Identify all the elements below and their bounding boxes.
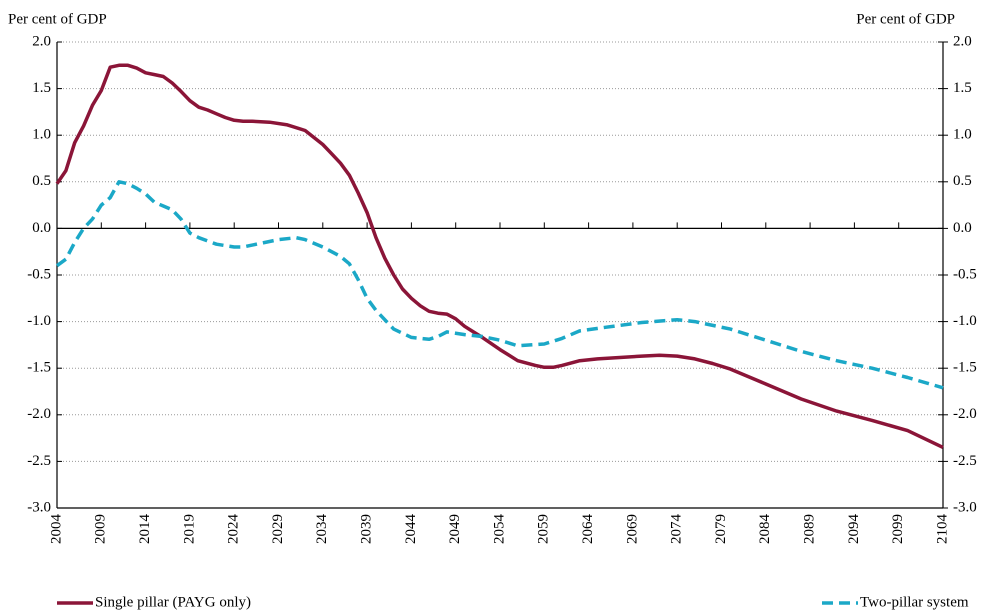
y-tick-label: 1.5 [32,80,51,96]
x-tick-label: 2089 [802,514,818,544]
x-tick-label: 2009 [93,514,109,544]
x-tick-label: 2044 [403,514,419,545]
x-tick-label: 2014 [137,514,153,545]
y-tick-label: -1.0 [27,313,51,329]
y-tick-label: 0.0 [32,220,51,236]
y2-tick-label: -0.5 [953,266,977,282]
y-tick-label: -0.5 [27,266,51,282]
x-tick-label: 2069 [624,514,640,544]
y2-tick-label: 2.0 [953,33,972,49]
y-tick-label: -3.0 [27,499,51,515]
y2-tick-label: -2.0 [953,406,977,422]
x-tick-label: 2054 [491,514,507,545]
x-tick-label: 2024 [226,514,242,545]
y2-axis-label: Per cent of GDP [856,11,955,27]
y2-tick-label: 0.5 [953,173,972,189]
y2-tick-label: -1.5 [953,360,977,376]
y2-tick-label: -2.5 [953,453,977,469]
y2-tick-label: 1.0 [953,127,972,143]
legend-label: Single pillar (PAYG only) [95,594,251,610]
x-tick-label: 2064 [580,514,596,545]
y-tick-label: 2.0 [32,33,51,49]
y2-tick-label: -3.0 [953,499,977,515]
x-tick-label: 2049 [447,514,463,544]
x-tick-label: 2029 [270,514,286,544]
y-axis-label: Per cent of GDP [8,11,107,27]
y-tick-label: 1.0 [32,127,51,143]
x-tick-label: 2019 [181,514,197,544]
x-tick-label: 2039 [359,514,375,544]
y-tick-label: -2.0 [27,406,51,422]
y-tick-label: -1.5 [27,360,51,376]
y2-tick-label: 0.0 [953,220,972,236]
y-tick-label: 0.5 [32,173,51,189]
y2-tick-label: 1.5 [953,80,972,96]
x-tick-label: 2079 [713,514,729,544]
x-tick-label: 2074 [669,514,685,545]
x-tick-label: 2084 [757,514,773,545]
y-tick-label: -2.5 [27,453,51,469]
x-tick-label: 2099 [890,514,906,544]
x-tick-label: 2059 [536,514,552,544]
x-tick-label: 2004 [48,514,64,545]
series-line [55,63,944,449]
series-line [55,180,944,390]
x-tick-label: 2094 [846,514,862,545]
x-tick-label: 2104 [934,514,950,545]
x-tick-label: 2034 [314,514,330,545]
y2-tick-label: -1.0 [953,313,977,329]
legend-label: Two-pillar system [860,594,969,610]
